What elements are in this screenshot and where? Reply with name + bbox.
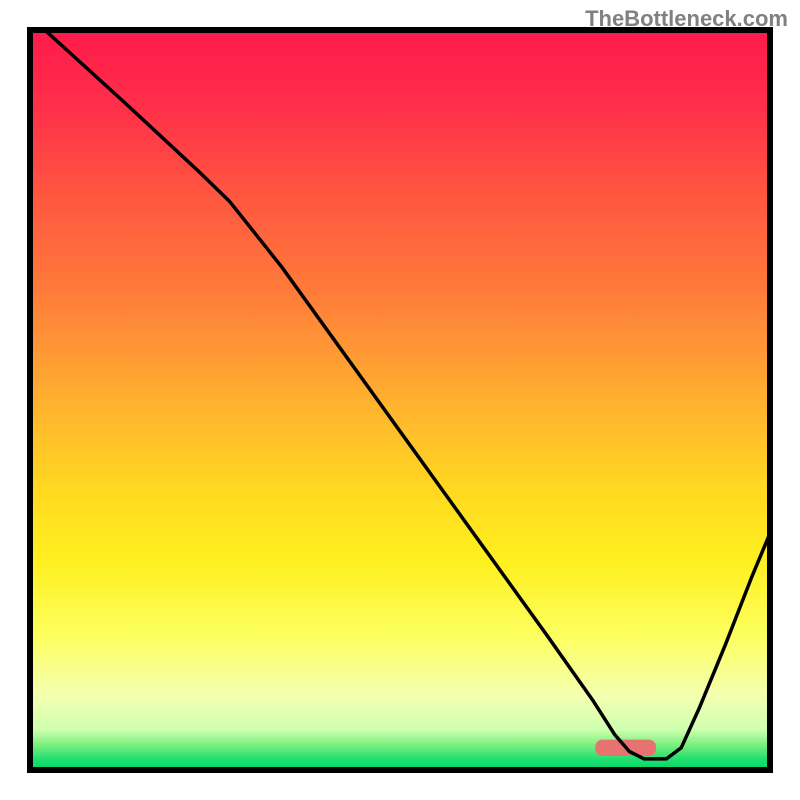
- chart-container: TheBottleneck.com: [0, 0, 800, 800]
- gradient-background: [30, 30, 770, 770]
- bottleneck-chart: [0, 0, 800, 800]
- attribution-text: TheBottleneck.com: [585, 6, 788, 32]
